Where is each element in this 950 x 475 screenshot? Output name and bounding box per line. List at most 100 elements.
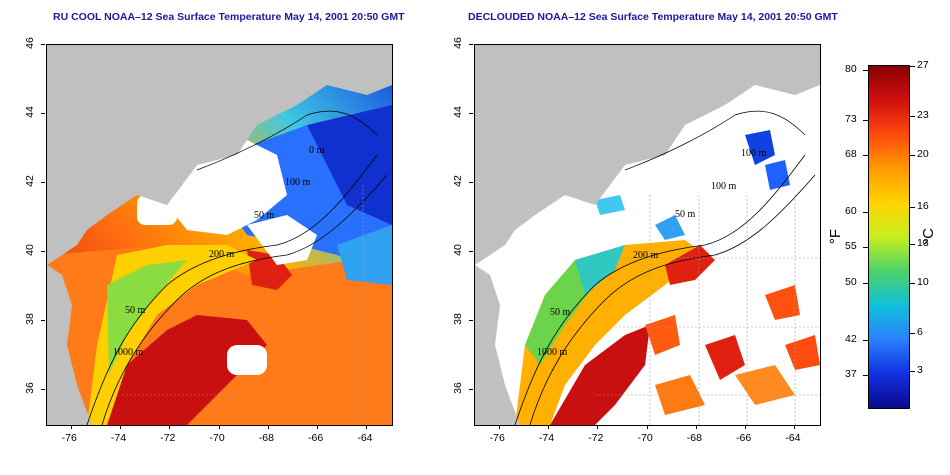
- colorbar-f-tick: [863, 283, 868, 284]
- colorbar-f-tick-label: 73: [845, 113, 857, 125]
- contour-label: 50 m: [125, 305, 146, 316]
- left-y-tick-label: 38: [23, 313, 36, 326]
- colorbar-c-tick: [910, 371, 915, 372]
- right-y-tick: [469, 389, 473, 391]
- left-sst-map-graphic: [47, 45, 392, 425]
- right-x-tick-label: -64: [785, 432, 801, 444]
- right-map-title: DECLOUDED NOAA–12 Sea Surface Temperatur…: [468, 11, 838, 23]
- contour-label: 50 m: [675, 209, 696, 220]
- colorbar-f-tick-label: 55: [845, 240, 857, 252]
- left-x-tick-label: -68: [258, 432, 274, 444]
- right-y-tick-label: 46: [451, 37, 464, 49]
- contour-label: 200 m: [633, 250, 659, 261]
- left-x-tick: [317, 425, 319, 429]
- colorbar-f-tick-label: 68: [845, 148, 857, 160]
- left-y-tick: [41, 44, 45, 45]
- left-x-tick: [70, 425, 72, 429]
- left-x-tick-label: -76: [61, 432, 77, 444]
- left-x-tick-label: -74: [110, 432, 127, 444]
- right-x-tick-label: -76: [489, 432, 505, 444]
- left-x-tick-label: -70: [209, 432, 225, 444]
- colorbar-f-tick-label: 50: [845, 276, 857, 288]
- contour-label: 100 m: [285, 177, 311, 188]
- right-y-tick-label: 36: [451, 382, 464, 395]
- right-x-tick: [646, 425, 648, 429]
- colorbar-c-tick-label: 20: [917, 148, 929, 160]
- colorbar-f-tick: [863, 340, 868, 341]
- colorbar-c-tick-label: 16: [917, 200, 929, 212]
- contour-label: 200 m: [209, 249, 235, 260]
- right-y-tick-label: 38: [451, 313, 464, 326]
- colorbar-f-tick-label: 42: [845, 333, 857, 345]
- colorbar-c-tick-label: 3: [917, 364, 923, 376]
- left-map-title: RU COOL NOAA–12 Sea Surface Temperature …: [53, 11, 405, 23]
- right-y-tick: [469, 113, 473, 115]
- right-x-tick-label: -66: [736, 432, 752, 444]
- left-y-tick: [41, 113, 45, 115]
- contour-label: 50 m: [254, 210, 275, 221]
- right-x-tick-label: -70: [637, 432, 653, 444]
- colorbar-c-tick: [910, 283, 915, 284]
- colorbar-f-tick: [863, 120, 868, 121]
- colorbar-c-tick: [910, 244, 915, 245]
- right-x-tick: [597, 425, 599, 429]
- left-y-tick: [41, 389, 45, 391]
- right-x-tick: [547, 425, 549, 429]
- right-y-tick: [469, 44, 473, 45]
- left-y-tick-label: 46: [23, 37, 36, 49]
- colorbar-c-tick: [910, 333, 915, 334]
- colorbar-f-tick-label: 37: [845, 368, 857, 380]
- colorbar-f-tick: [863, 70, 868, 71]
- right-y-tick-label: 44: [451, 106, 464, 118]
- colorbar-c-tick-label: 23: [917, 109, 929, 121]
- contour-label: 50 m: [550, 307, 571, 318]
- contour-label: 100 m: [711, 181, 737, 192]
- temperature-colorbar: [868, 65, 910, 409]
- right-y-tick: [469, 182, 473, 184]
- contour-label: 1000 m: [113, 347, 144, 358]
- right-x-tick: [498, 425, 500, 429]
- colorbar-f-tick: [863, 247, 868, 248]
- left-x-tick: [169, 425, 171, 429]
- right-x-tick: [695, 425, 697, 429]
- right-y-tick: [469, 251, 473, 253]
- left-x-tick-label: -72: [160, 432, 176, 444]
- left-y-tick: [41, 251, 45, 253]
- colorbar-f-tick: [863, 155, 868, 156]
- colorbar-f-tick: [863, 212, 868, 213]
- right-y-tick: [469, 320, 473, 322]
- colorbar-c-tick: [910, 66, 915, 67]
- right-y-tick-label: 42: [451, 175, 464, 188]
- left-y-tick: [41, 182, 45, 184]
- left-y-tick: [41, 320, 45, 322]
- right-x-tick-label: -68: [686, 432, 702, 444]
- left-y-tick-label: 42: [23, 175, 36, 188]
- left-x-tick: [267, 425, 269, 429]
- left-x-tick: [218, 425, 220, 429]
- left-y-tick-label: 36: [23, 382, 36, 395]
- right-y-tick-label: 40: [451, 244, 464, 257]
- colorbar-f-tick: [863, 375, 868, 376]
- left-x-tick: [119, 425, 121, 429]
- right-sst-map: 100 m 100 m 50 m 200 m 50 m 1000 m: [474, 44, 821, 426]
- colorbar-f-tick-label: 80: [845, 63, 857, 75]
- left-y-tick-label: 40: [23, 244, 36, 257]
- left-x-tick-label: -66: [308, 432, 324, 444]
- colorbar-c-tick-label: 13: [917, 237, 929, 249]
- contour-label: 0 m: [309, 145, 325, 156]
- colorbar-c-tick-label: 6: [917, 326, 923, 338]
- contour-label: 1000 m: [537, 347, 568, 358]
- left-y-tick-label: 44: [23, 106, 36, 118]
- contour-label: 100 m: [741, 148, 767, 159]
- colorbar-c-tick-label: 27: [917, 59, 929, 71]
- left-x-tick: [366, 425, 368, 429]
- left-sst-map: 100 m 50 m 200 m 50 m 1000 m 0 m: [46, 44, 393, 426]
- right-x-tick: [745, 425, 747, 429]
- right-sst-map-graphic: [475, 45, 820, 425]
- colorbar-c-tick: [910, 116, 915, 117]
- fahrenheit-unit-label: °F: [827, 228, 845, 245]
- left-x-tick-label: -64: [357, 432, 373, 444]
- right-x-tick-label: -74: [538, 432, 555, 444]
- colorbar-c-tick-label: 10: [917, 276, 929, 288]
- right-x-tick-label: -72: [588, 432, 604, 444]
